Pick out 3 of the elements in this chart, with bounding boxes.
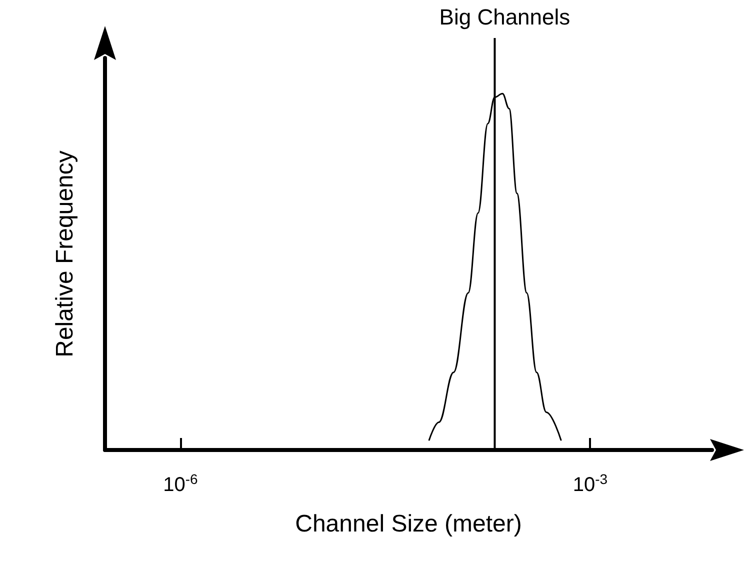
ref-line-label: Big Channels: [439, 4, 570, 30]
y-axis-title: Relative Frequency: [52, 150, 78, 358]
x-axis-title: Channel Size (meter): [295, 510, 522, 538]
